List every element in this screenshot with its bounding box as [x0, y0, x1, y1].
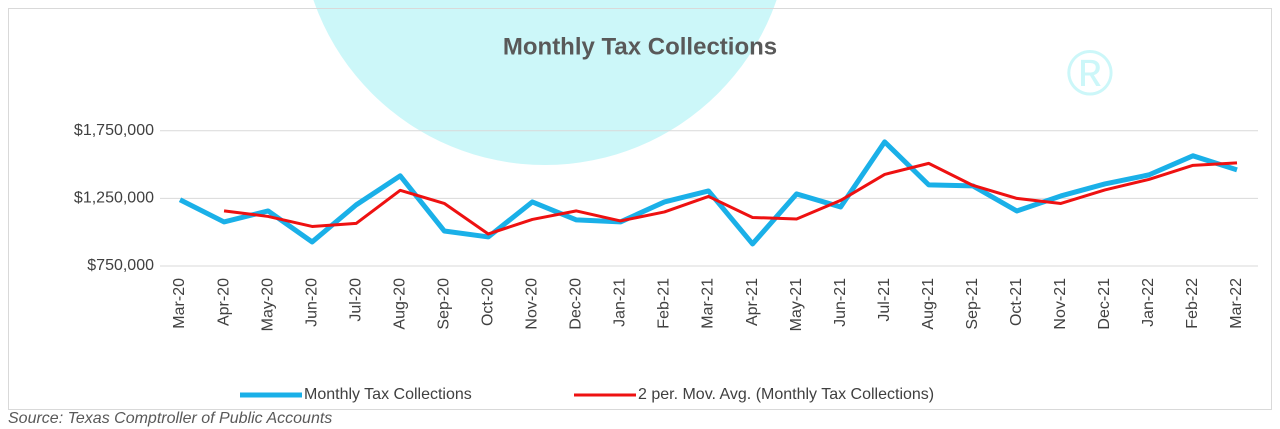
x-tick-label: Mar-22 [1228, 278, 1245, 329]
x-tick-label: Apr-20 [215, 278, 232, 326]
x-tick-label: Oct-20 [480, 278, 497, 326]
x-tick-label: May-20 [259, 278, 276, 331]
x-tick-label: Nov-21 [1052, 278, 1069, 330]
chart-border [8, 8, 1272, 410]
x-tick-label: May-21 [788, 278, 805, 331]
x-tick-label: Jan-21 [612, 278, 629, 327]
x-tick-label: Aug-21 [920, 278, 937, 330]
line-series [223, 161, 1238, 236]
x-tick-label: Oct-21 [1008, 278, 1025, 326]
legend-label: 2 per. Mov. Avg. (Monthly Tax Collection… [638, 386, 934, 403]
x-tick-label: Dec-21 [1096, 278, 1113, 330]
line-series [178, 139, 1238, 247]
x-tick-label: Sep-20 [435, 278, 452, 330]
chart-title: Monthly Tax Collections [503, 33, 777, 60]
x-tick-label: Mar-21 [700, 278, 717, 329]
x-tick-label: Nov-20 [524, 278, 541, 330]
x-tick-label: Jun-20 [303, 278, 320, 327]
y-tick-label: $750,000 [87, 257, 154, 274]
decorative-circle [313, 0, 777, 165]
x-tick-label: Apr-21 [744, 278, 761, 326]
x-tick-label: Dec-20 [568, 278, 585, 330]
legend-label: Monthly Tax Collections [304, 386, 472, 403]
x-tick-label: Jun-21 [832, 278, 849, 327]
x-tick-label: Aug-20 [391, 278, 408, 330]
x-tick-label: Jan-22 [1140, 278, 1157, 327]
x-tick-label: Mar-20 [171, 278, 188, 329]
x-tick-label: Jul-20 [347, 278, 364, 322]
watermark: ® [1066, 37, 1113, 109]
y-tick-label: $1,750,000 [74, 122, 154, 139]
x-tick-label: Sep-21 [964, 278, 981, 330]
source-note: Source: Texas Comptroller of Public Acco… [8, 410, 332, 427]
x-tick-label: Feb-22 [1184, 278, 1201, 329]
x-tick-label: Feb-21 [656, 278, 673, 329]
x-tick-label: Jul-21 [876, 278, 893, 322]
y-tick-label: $1,250,000 [74, 190, 154, 207]
